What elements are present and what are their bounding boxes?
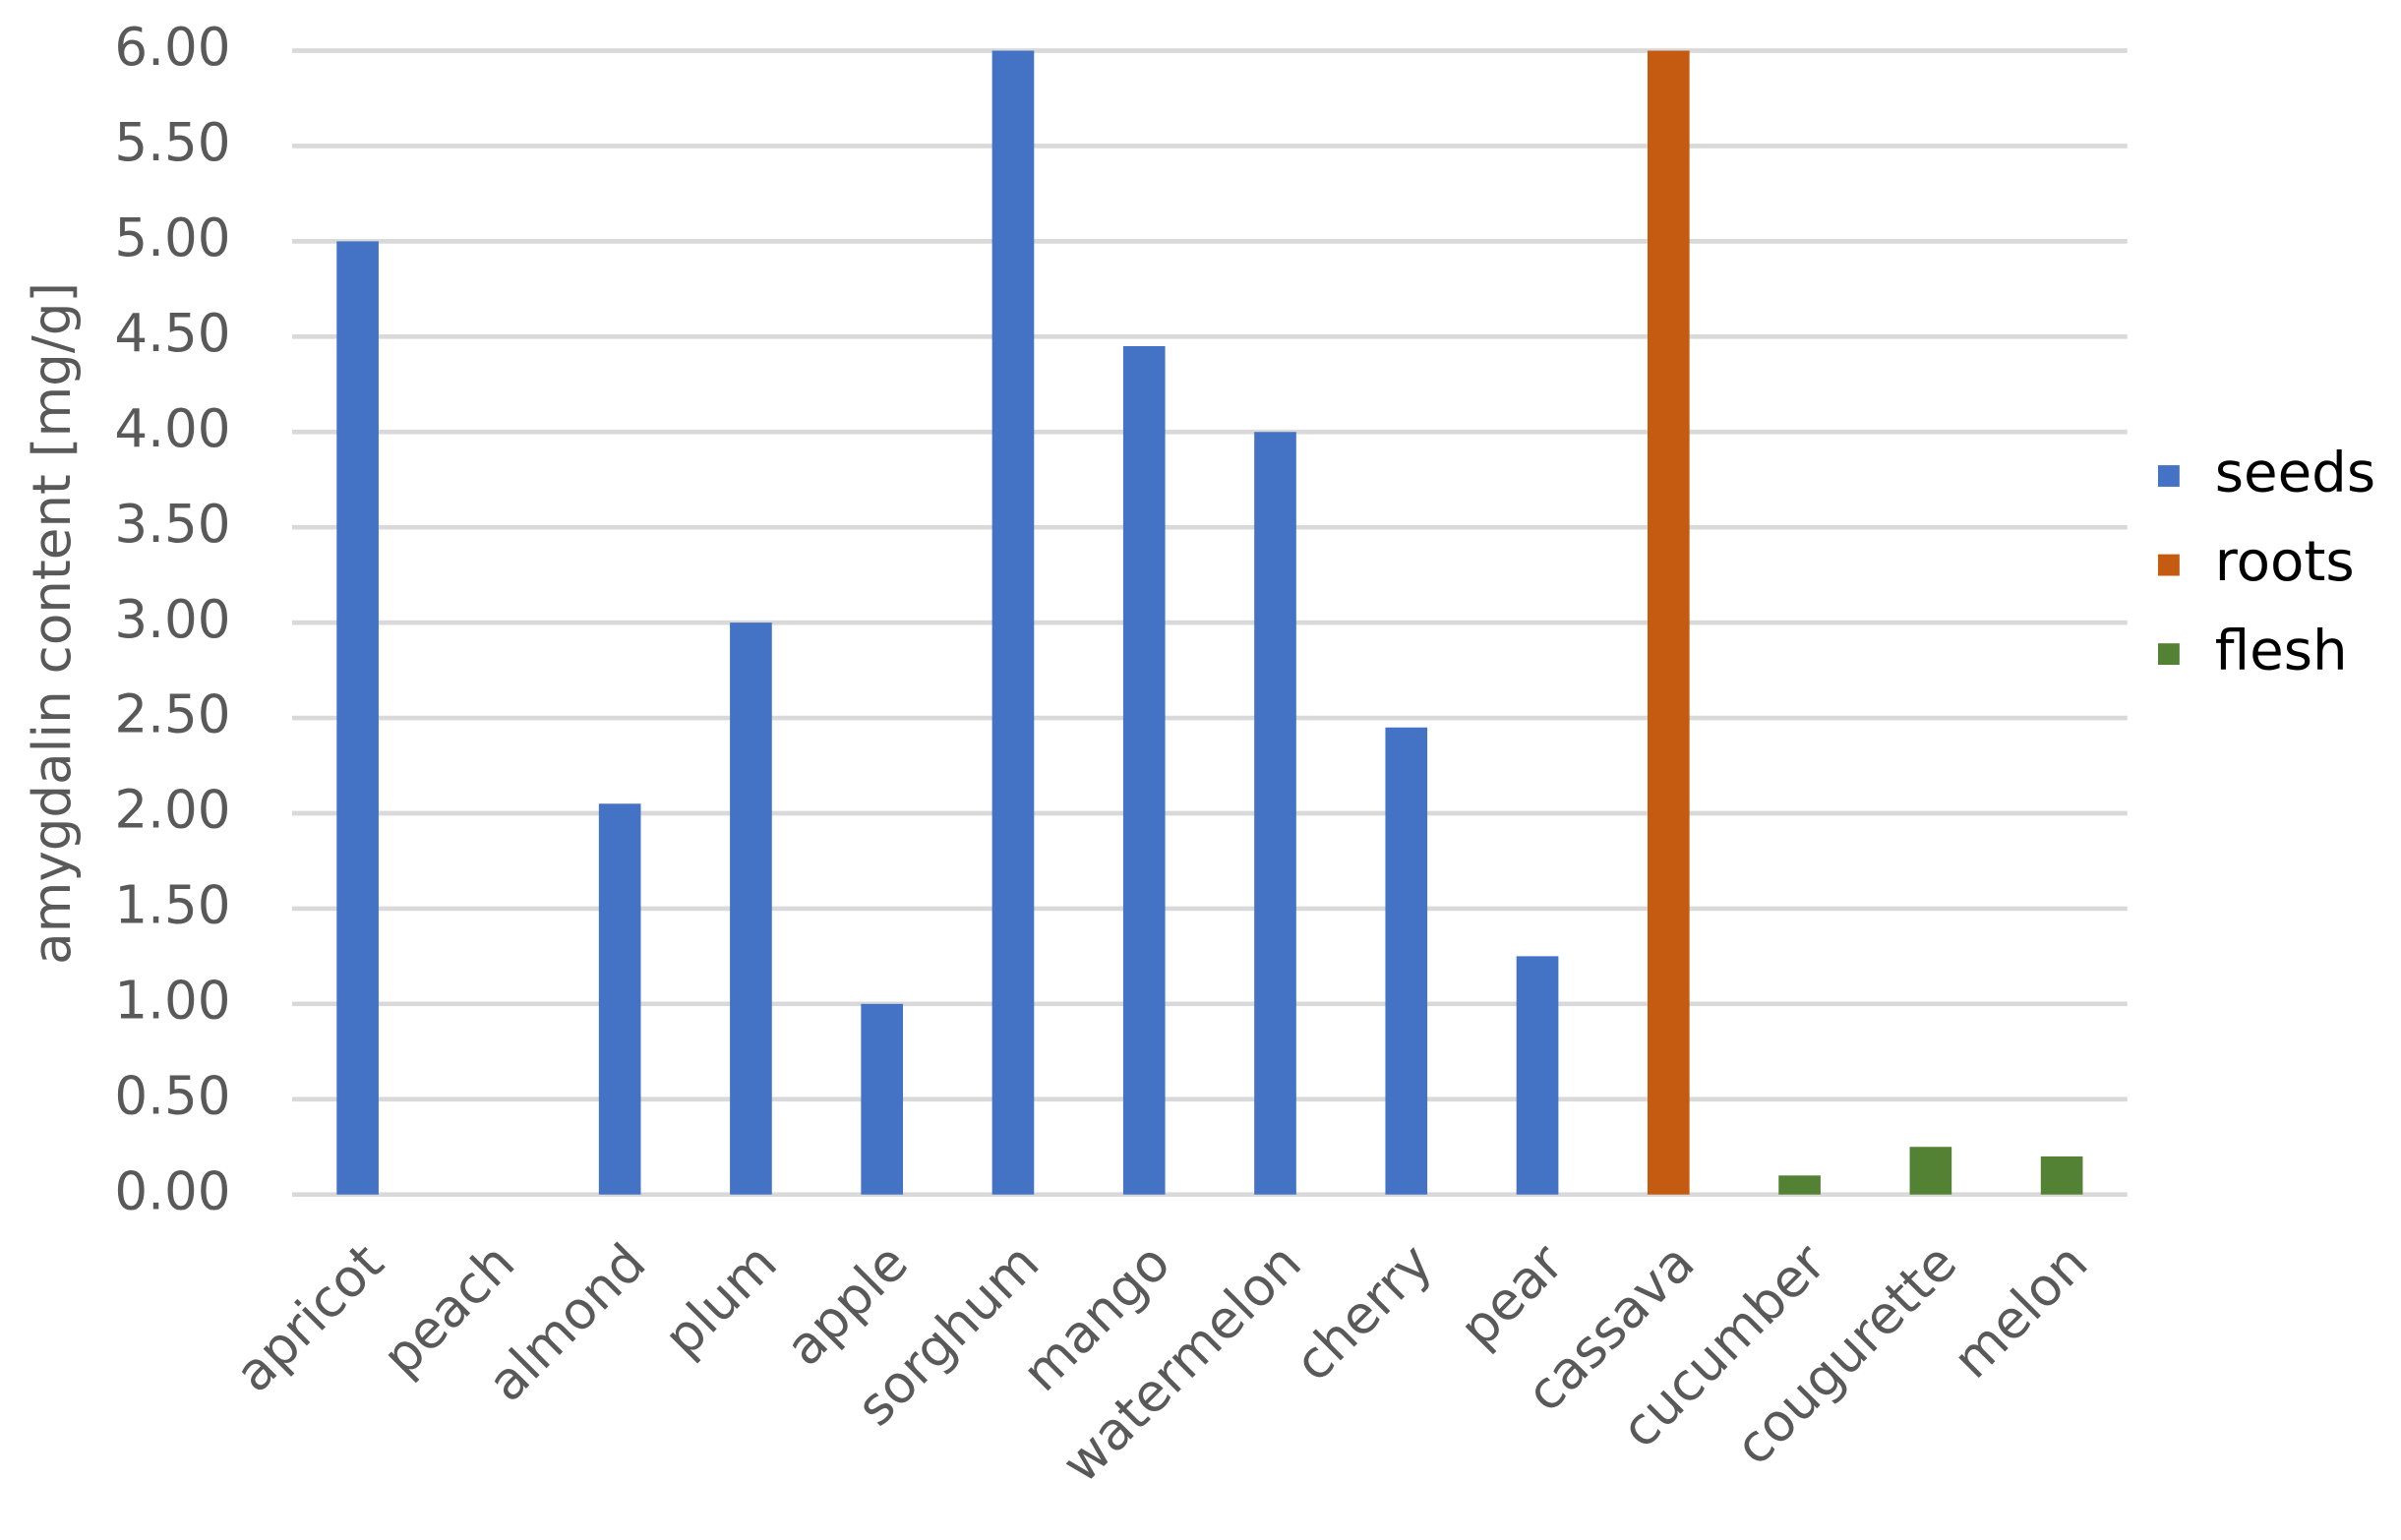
y-tick-label: 4.00	[114, 398, 230, 459]
y-axis-label: amygdalin content [mg/g]	[22, 282, 83, 965]
bar	[991, 50, 1035, 1195]
x-tick-label: plum	[652, 1232, 788, 1368]
bar	[1778, 1175, 1821, 1195]
bar	[1254, 432, 1296, 1195]
bar	[336, 241, 379, 1195]
bar	[1909, 1147, 1952, 1195]
y-tick-label: 0.00	[114, 1160, 230, 1221]
bar	[598, 803, 641, 1195]
y-tick-label: 3.50	[114, 494, 230, 555]
y-tick-label: 2.50	[114, 684, 230, 745]
y-tick-label: 1.00	[114, 970, 230, 1031]
y-tick-label: 0.50	[114, 1065, 230, 1126]
y-tick-label: 1.50	[114, 875, 230, 936]
y-tick-label: 5.50	[114, 112, 230, 173]
y-tick-label: 3.00	[114, 589, 230, 650]
legend-marker	[2157, 465, 2180, 487]
bar	[861, 1003, 904, 1195]
x-tick-label: melon	[1942, 1232, 2100, 1391]
bar	[1122, 346, 1166, 1195]
x-tick-label: cherry	[1283, 1232, 1444, 1393]
y-tick-label: 2.00	[114, 780, 230, 841]
y-tick-label: 6.00	[114, 17, 230, 78]
legend-marker	[2157, 554, 2180, 576]
bar	[2040, 1155, 2083, 1195]
bar	[1516, 956, 1559, 1195]
legend-marker	[2157, 643, 2180, 666]
legend-label: roots	[2215, 530, 2355, 594]
x-tick-label: apricot	[223, 1232, 395, 1404]
y-tick-label: 5.00	[114, 207, 230, 268]
legend-label: flesh	[2215, 620, 2348, 683]
legend-label: seeds	[2215, 442, 2375, 505]
bar	[1647, 50, 1690, 1195]
bar	[730, 622, 772, 1195]
y-tick-label: 4.50	[114, 303, 230, 364]
bar	[1385, 727, 1428, 1195]
